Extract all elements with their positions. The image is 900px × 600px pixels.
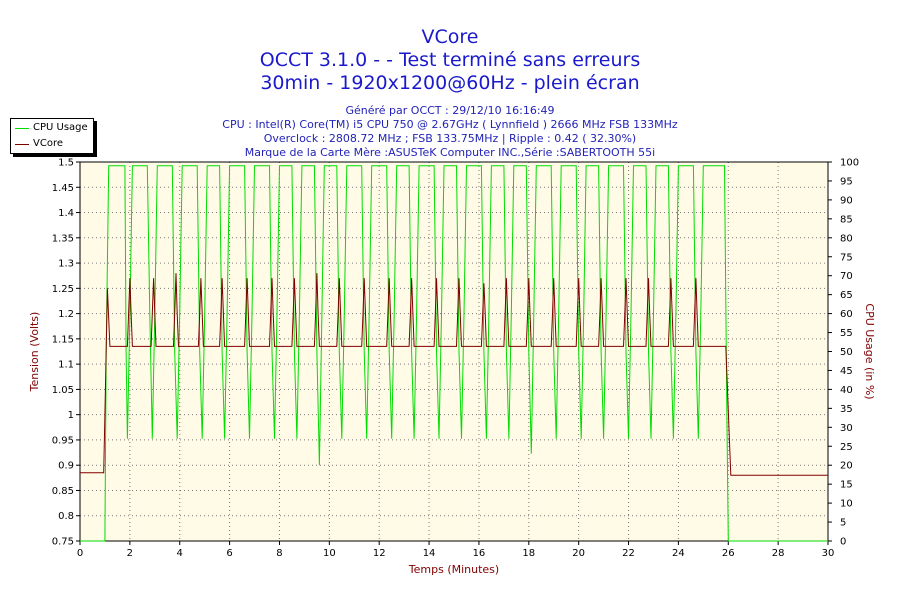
x-tick-label: 26	[722, 548, 735, 559]
x-tick-label: 14	[423, 548, 436, 559]
system-info: Généré par OCCT : 29/12/10 16:16:49 CPU …	[0, 104, 900, 160]
x-tick-label: 28	[772, 548, 785, 559]
y-left-tick-label: 1	[68, 410, 74, 421]
x-tick-label: 0	[77, 548, 83, 559]
legend-label-vcore: VCore	[33, 138, 63, 149]
y-left-tick-label: 0.95	[52, 435, 74, 446]
y-left-tick-label: 1.2	[58, 309, 74, 320]
y-right-tick-label: 25	[840, 442, 853, 453]
x-tick-label: 30	[822, 548, 835, 559]
chart-subtitle-1: OCCT 3.1.0 - - Test terminé sans erreurs	[259, 49, 641, 71]
x-tick-label: 8	[276, 548, 282, 559]
y-left-tick-label: 1.25	[52, 284, 74, 295]
info-overclock: Overclock : 2808.72 MHz ; FSB 133.75MHz …	[263, 132, 637, 145]
y-right-tick-label: 65	[840, 290, 853, 301]
plot-frame	[79, 161, 829, 542]
y-left-tick-label: 1.4	[58, 208, 74, 219]
series-vcore-line	[80, 273, 828, 476]
chart-titles: VCore OCCT 3.1.0 - - Test terminé sans e…	[0, 26, 900, 95]
y-right-tick-label: 45	[840, 366, 853, 377]
legend-swatch-cpu-usage	[15, 128, 29, 129]
legend-item-vcore: VCore	[11, 137, 93, 151]
info-generated: Généré par OCCT : 29/12/10 16:16:49	[345, 104, 555, 117]
x-tick-label: 4	[177, 548, 183, 559]
y-left-tick-label: 0.8	[58, 511, 74, 522]
x-tick-label: 2	[127, 548, 133, 559]
y-left-axis-title: Tension (Volts)	[28, 312, 41, 393]
y-right-tick-label: 0	[840, 537, 846, 548]
y-right-tick-label: 60	[840, 309, 853, 320]
x-tick-label: 24	[672, 548, 685, 559]
y-left-tick-label: 1.05	[52, 385, 74, 396]
x-tick-label: 20	[572, 548, 585, 559]
legend-label-cpu-usage: CPU Usage	[33, 122, 88, 133]
y-left-tick-label: 1.35	[52, 233, 74, 244]
y-right-tick-label: 10	[840, 499, 853, 510]
y-right-tick-label: 5	[840, 518, 846, 529]
y-right-axis-title: CPU Usage (in %)	[863, 303, 876, 399]
y-left-tick-label: 0.75	[52, 537, 74, 548]
y-left-tick-label: 0.85	[52, 486, 74, 497]
x-axis-title: Temps (Minutes)	[408, 563, 499, 576]
y-right-tick-label: 95	[840, 176, 853, 187]
legend: CPU Usage VCore	[10, 118, 94, 154]
y-left-tick-label: 1.5	[58, 158, 74, 169]
x-tick-label: 10	[323, 548, 336, 559]
x-tick-label: 18	[522, 548, 535, 559]
x-tick-label: 16	[473, 548, 486, 559]
y-left-tick-label: 1.15	[52, 334, 74, 345]
y-left-tick-label: 1.3	[58, 259, 74, 270]
y-right-tick-label: 55	[840, 328, 853, 339]
y-right-tick-label: 20	[840, 461, 853, 472]
y-right-tick-label: 30	[840, 423, 853, 434]
legend-swatch-vcore	[15, 144, 29, 145]
y-right-tick-label: 70	[840, 271, 853, 282]
chart-title: VCore	[421, 26, 479, 48]
chart-subtitle-2: 30min - 1920x1200@60Hz - plein écran	[260, 72, 640, 94]
y-right-tick-label: 90	[840, 195, 853, 206]
y-right-tick-label: 100	[840, 158, 859, 169]
y-right-tick-label: 80	[840, 233, 853, 244]
info-cpu: CPU : Intel(R) Core(TM) i5 CPU 750 @ 2.6…	[222, 118, 678, 131]
info-motherboard: Marque de la Carte Mère :ASUSTeK Compute…	[244, 146, 656, 159]
x-tick-label: 12	[373, 548, 386, 559]
x-tick-label: 22	[622, 548, 635, 559]
series-cpu-usage-line	[80, 165, 828, 542]
y-left-tick-label: 1.1	[58, 360, 74, 371]
y-right-tick-label: 35	[840, 404, 853, 415]
y-right-tick-label: 85	[840, 214, 853, 225]
plot-area	[80, 162, 828, 541]
y-left-tick-label: 0.9	[58, 461, 74, 472]
y-right-tick-label: 75	[840, 252, 853, 263]
y-left-tick-label: 1.45	[52, 183, 74, 194]
x-tick-label: 6	[226, 548, 232, 559]
y-right-tick-label: 15	[840, 480, 853, 491]
y-right-tick-label: 40	[840, 385, 853, 396]
legend-item-cpu-usage: CPU Usage	[11, 121, 93, 135]
y-right-tick-label: 50	[840, 347, 853, 358]
